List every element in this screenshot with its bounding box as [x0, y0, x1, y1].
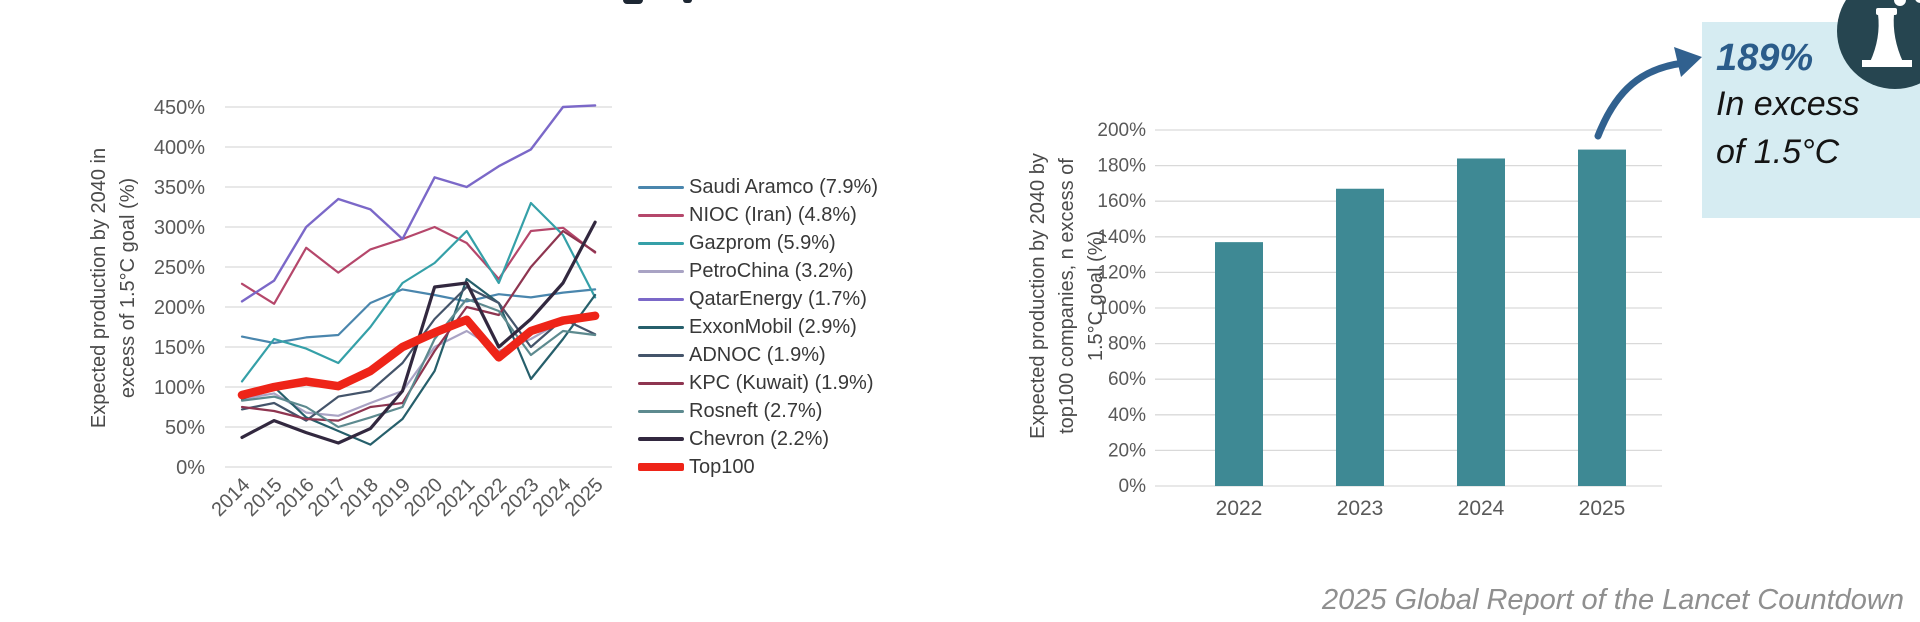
series-line [240, 229, 597, 422]
right-y-tick-label: 140% [1097, 227, 1146, 248]
right-x-tick-label: 2024 [1458, 497, 1505, 520]
callout-text-line2: of 1.5°C [1716, 133, 1840, 171]
series-line [240, 297, 597, 429]
right-y-axis-title-line1: Expected production by 2040 by [1027, 153, 1049, 439]
legend-label: Rosneft (2.7%) [689, 399, 823, 422]
series-line [240, 104, 597, 303]
power-plant-icon [1834, 0, 1920, 92]
series-line [240, 288, 597, 345]
left-y-tick-label: 450% [154, 97, 205, 119]
legend-swatch [638, 297, 684, 301]
left-y-tick-label: 350% [154, 177, 205, 199]
left-y-tick-label: 0% [176, 457, 205, 479]
left-y-tick-label: 200% [154, 297, 205, 319]
right-y-tick-label: 60% [1108, 369, 1146, 390]
legend-label: Saudi Aramco (7.9%) [689, 175, 878, 198]
callout-value: 189% [1716, 37, 1814, 79]
right-y-axis-title-line2: top100 companies, n excess of [1056, 158, 1078, 434]
legend-item: KPC (Kuwait) (1.9%) [638, 369, 878, 397]
source-caption: 2025 Global Report of the Lancet Countdo… [1321, 584, 1904, 616]
legend-label: KPC (Kuwait) (1.9%) [689, 371, 874, 394]
right-y-axis-title-line3: 1.5°C goal (%) [1085, 230, 1107, 362]
legend-item: ExxonMobil (2.9%) [638, 313, 878, 341]
legend-label: Top100 [689, 455, 755, 478]
legend-item: Saudi Aramco (7.9%) [638, 173, 878, 201]
legend-item: Top100 [638, 453, 878, 481]
series-line [240, 201, 597, 383]
legend-item: PetroChina (3.2%) [638, 257, 878, 285]
legend-label: Chevron (2.2%) [689, 427, 830, 450]
right-x-tick-label: 2023 [1337, 497, 1384, 520]
legend-swatch [638, 437, 684, 441]
legend-swatch [638, 409, 684, 413]
series-line [240, 316, 597, 417]
legend-label: ADNOC (1.9%) [689, 343, 826, 366]
right-y-tick-label: 160% [1097, 191, 1146, 212]
right-y-tick-label: 180% [1097, 156, 1146, 177]
callout-text-line1: In excess [1716, 85, 1860, 123]
bar [1457, 158, 1505, 487]
legend-item: QatarEnergy (1.7%) [638, 285, 878, 313]
series-line [240, 225, 597, 305]
smoke-puff [1915, 0, 1920, 3]
right-y-tick-label: 120% [1097, 262, 1146, 283]
right-y-tick-label: 20% [1108, 440, 1146, 461]
power-plant-icon-graphic [1837, 0, 1920, 89]
left-y-tick-label: 400% [154, 137, 205, 159]
right-y-axis-title: Expected production by 2040 by top100 co… [1024, 66, 1112, 526]
legend-label: NIOC (Iran) (4.8%) [689, 203, 857, 226]
right-x-tick-label: 2025 [1579, 497, 1626, 520]
right-y-tick-label: 100% [1097, 298, 1146, 319]
left-chart-legend: Saudi Aramco (7.9%) NIOC (Iran) (4.8%) Gaz… [638, 173, 878, 481]
legend-item: Gazprom (5.9%) [638, 229, 878, 257]
left-y-axis-title-line2: excess of 1.5°C goal (%) [117, 177, 139, 399]
legend-item: NIOC (Iran) (4.8%) [638, 201, 878, 229]
legend-item: Chevron (2.2%) [638, 425, 878, 453]
legend-swatch [638, 213, 684, 217]
right-y-tick-label: 0% [1119, 476, 1147, 497]
legend-swatch [638, 185, 684, 189]
legend-swatch [638, 241, 684, 245]
legend-item: Rosneft (2.7%) [638, 397, 878, 425]
right-y-tick-label: 40% [1108, 405, 1146, 426]
series-line [240, 277, 597, 446]
legend-swatch [638, 463, 684, 471]
cropped-title-remnant [683, 0, 692, 3]
right-x-tick-label: 2022 [1216, 497, 1263, 520]
bar [1215, 242, 1263, 486]
smoke-puff [1894, 0, 1906, 6]
legend-item: ADNOC (1.9%) [638, 341, 878, 369]
legend-swatch [638, 353, 684, 357]
left-y-axis-title: Expected production by 2040 in excess of… [85, 78, 145, 498]
left-y-axis-title-line1: Expected production by 2040 in [88, 147, 110, 429]
legend-swatch [638, 325, 684, 329]
bar [1336, 188, 1384, 487]
left-y-tick-label: 150% [154, 337, 205, 359]
series-line [237, 311, 600, 400]
left-x-tick-label: 2025 [561, 474, 608, 521]
bar [1578, 149, 1626, 486]
left-y-tick-label: 300% [154, 217, 205, 239]
legend-label: ExxonMobil (2.9%) [689, 315, 857, 338]
cropped-title-remnant [623, 0, 643, 4]
legend-swatch [638, 381, 684, 385]
legend-label: PetroChina (3.2%) [689, 259, 854, 282]
left-y-tick-label: 100% [154, 377, 205, 399]
right-y-tick-label: 80% [1108, 334, 1146, 355]
legend-label: Gazprom (5.9%) [689, 231, 836, 254]
right-y-tick-label: 200% [1097, 120, 1146, 141]
cooling-tower [1870, 14, 1903, 62]
left-y-tick-label: 250% [154, 257, 205, 279]
left-y-tick-label: 50% [165, 417, 205, 439]
tower-rim [1876, 8, 1897, 15]
legend-swatch [638, 269, 684, 273]
tower-base [1862, 60, 1912, 67]
legend-label: QatarEnergy (1.7%) [689, 287, 867, 310]
